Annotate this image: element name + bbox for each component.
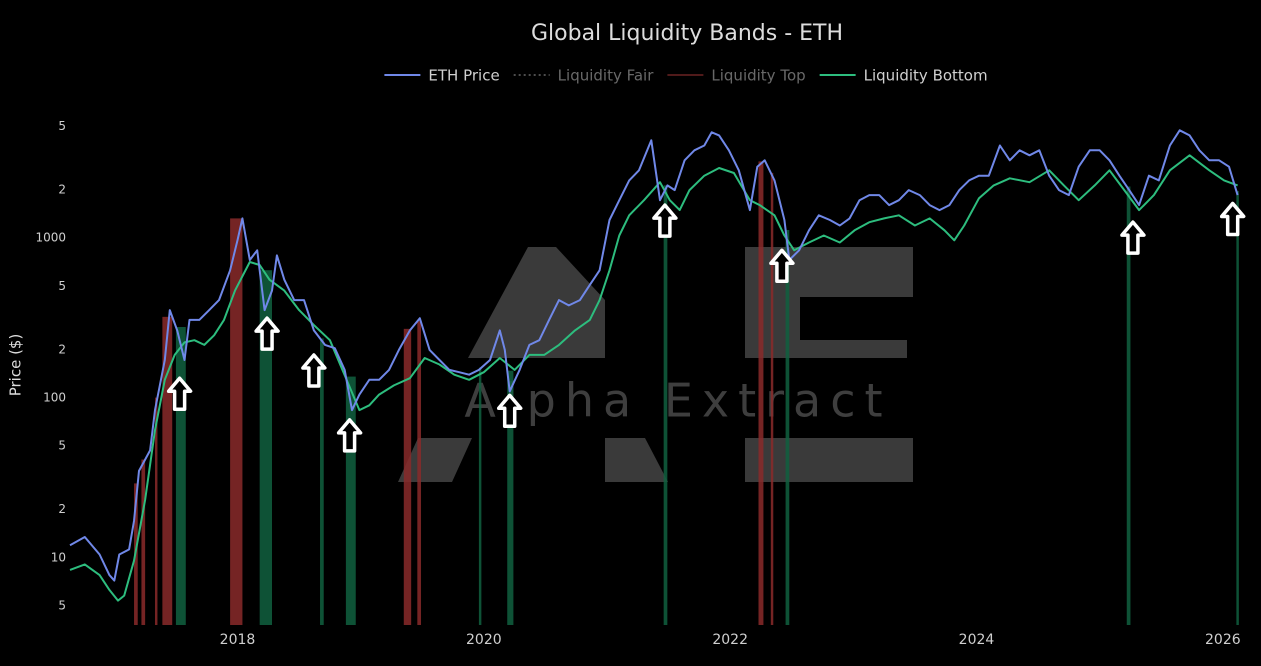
y-tick-label: 10 xyxy=(51,550,66,564)
signal-band xyxy=(507,370,514,625)
signal-arrow xyxy=(254,316,280,351)
signal-arrow xyxy=(301,353,327,388)
y-tick-label: 2 xyxy=(58,342,66,356)
logo-a-top xyxy=(468,247,605,358)
chart-title: Global Liquidity Bands - ETH xyxy=(531,21,843,46)
signal-band xyxy=(259,270,272,625)
signal-band xyxy=(175,326,186,625)
logo-a-left xyxy=(398,438,472,482)
legend-item: Liquidity Top xyxy=(667,67,806,85)
signal-band xyxy=(345,376,356,625)
signal-arrow xyxy=(1120,220,1146,255)
logo-e-mid xyxy=(800,340,907,358)
signal-arrow xyxy=(336,418,363,453)
y-tick-label: 5 xyxy=(58,598,66,612)
y-tick-label: 1000 xyxy=(35,231,66,245)
y-tick-label: 5 xyxy=(58,439,66,453)
signal-band xyxy=(758,161,764,625)
signal-band xyxy=(770,172,774,625)
series-line xyxy=(69,154,1238,602)
legend-label: Liquidity Top xyxy=(711,67,805,85)
legend-item: ETH Price xyxy=(384,67,500,85)
signal-band xyxy=(417,321,422,625)
signal-band xyxy=(663,185,668,626)
signal-band xyxy=(162,316,173,625)
x-tick-label: 2026 xyxy=(1205,632,1241,648)
signal-band xyxy=(320,338,324,625)
signal-arrow xyxy=(166,376,193,411)
legend-item: Liquidity Fair xyxy=(513,67,655,85)
y-tick-label: 2 xyxy=(58,183,66,197)
signal-band xyxy=(1126,186,1131,625)
signal-band xyxy=(785,230,790,625)
signal-arrow xyxy=(1219,201,1246,237)
y-tick-label: 100 xyxy=(43,391,66,405)
signal-band xyxy=(403,328,412,625)
legend-label: Liquidity Bottom xyxy=(864,67,988,85)
y-axis-title: Price ($) xyxy=(7,334,25,397)
logo-a-right xyxy=(605,438,668,482)
legend-label: ETH Price xyxy=(428,67,499,85)
signal-band xyxy=(154,397,158,625)
signal-arrow xyxy=(496,393,523,429)
logo-e-top xyxy=(745,247,913,297)
series-line xyxy=(69,129,1239,582)
logo-e-bottom xyxy=(745,438,913,482)
signal-band xyxy=(1236,191,1239,625)
x-tick-label: 2018 xyxy=(220,632,256,648)
legend: ETH Price Liquidity Fair Liquidity Top Liqu… xyxy=(384,67,988,85)
watermark-text: Alpha Extract xyxy=(464,374,891,428)
legend-item: Liquidity Bottom xyxy=(819,67,988,85)
x-tick-label: 2020 xyxy=(466,632,502,648)
y-tick-label: 5 xyxy=(58,119,66,133)
x-tick-label: 2022 xyxy=(712,632,748,648)
signal-band xyxy=(141,459,146,625)
signal-band xyxy=(230,218,243,625)
legend-label: Liquidity Fair xyxy=(558,67,655,85)
x-tick-label: 2024 xyxy=(959,632,995,648)
y-tick-label: 5 xyxy=(58,279,66,293)
signal-band xyxy=(478,367,482,625)
y-tick-label: 2 xyxy=(58,502,66,516)
signal-arrow xyxy=(769,248,795,284)
signal-arrow xyxy=(652,203,678,238)
